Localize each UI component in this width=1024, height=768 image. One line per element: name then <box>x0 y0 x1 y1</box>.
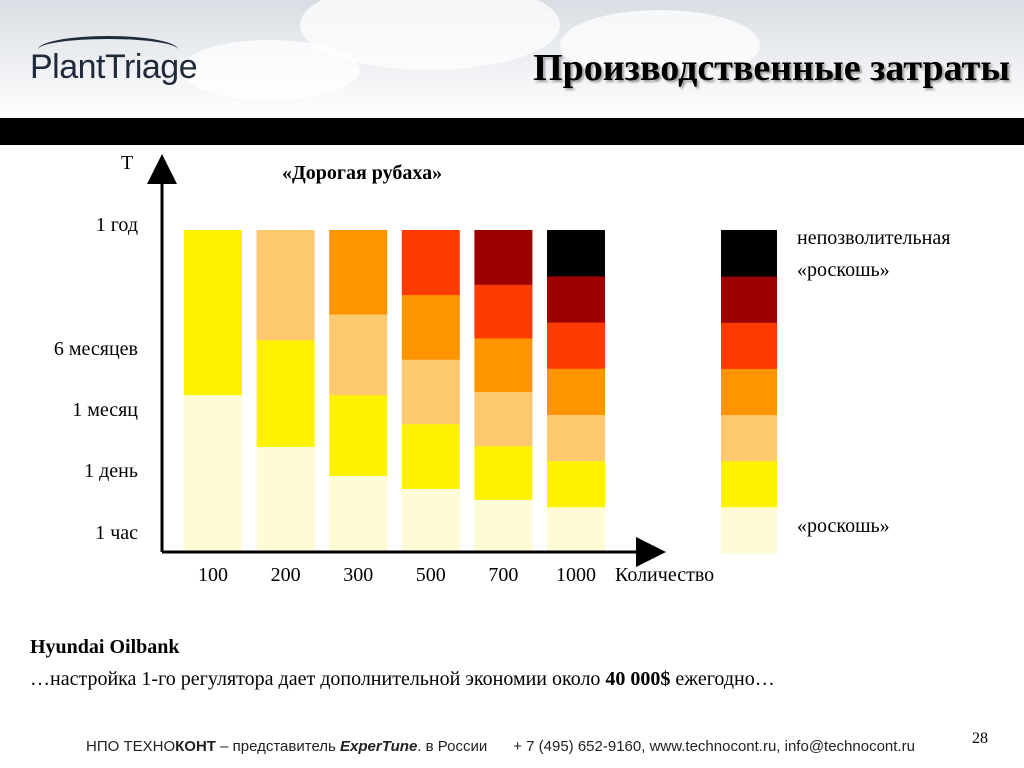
legend-swatch <box>721 368 777 416</box>
x-axis-label: Количество <box>615 564 715 586</box>
bar-segment <box>474 445 533 500</box>
x-tick-label: 100 <box>198 564 228 586</box>
x-tick-label: 1000 <box>556 564 596 586</box>
page-title: Производственные затраты <box>533 47 1010 89</box>
bar-segment <box>547 322 605 369</box>
footer: НПО ТЕХНОКОНТ – представитель ExperTune.… <box>86 738 915 755</box>
bar-segment <box>547 275 605 323</box>
bar-segment <box>474 284 533 339</box>
body-text: …настройка 1-го регулятора дает дополнит… <box>30 668 775 691</box>
bar-segment <box>401 359 460 425</box>
legend-swatch <box>721 322 777 369</box>
y-tick-label: 6 месяцев <box>53 338 138 360</box>
savings-amount: 40 000$ <box>605 668 671 690</box>
legend-swatch <box>721 460 777 508</box>
bar-segment <box>184 230 242 396</box>
bar-segment <box>329 230 388 315</box>
legend-top-label-line2: «роскошь» <box>797 259 890 281</box>
bar-segment <box>329 475 388 554</box>
legend-swatch <box>721 230 777 277</box>
footer-contacts: + 7 (495) 652-9160, www.technocont.ru, i… <box>513 738 915 755</box>
bar-segment <box>256 230 315 341</box>
page-number: 28 <box>972 730 988 747</box>
bar-segment <box>547 368 605 415</box>
legend-swatch <box>721 276 777 323</box>
legend-swatch <box>721 414 777 462</box>
legend-color-scale <box>721 230 777 554</box>
y-tick-label: 1 год <box>95 214 138 236</box>
bar-segment <box>474 337 533 392</box>
bar-segment <box>401 423 460 489</box>
footer-org-prefix: НПО ТЕХНО <box>86 738 176 755</box>
bar-segment <box>256 339 315 447</box>
header-divider-band <box>0 118 1024 145</box>
bars-layer <box>184 230 605 554</box>
header-banner: PlantTriage Производственные затраты <box>0 0 1024 118</box>
x-tick-label: 300 <box>343 564 374 586</box>
body-text-prefix: …настройка 1-го регулятора дает дополнит… <box>30 668 606 690</box>
x-tick-label: 700 <box>488 564 519 586</box>
bar-segment <box>329 313 388 396</box>
bar-segment <box>256 446 315 554</box>
expertune-logo: ExperTune <box>340 738 418 755</box>
bar-segment <box>547 414 605 462</box>
logo-swoosh-icon <box>38 36 178 63</box>
legend-top-label-line1: непозволительная <box>797 227 951 249</box>
company-name: Hyundai Oilbank <box>30 636 180 658</box>
bar-segment <box>547 460 605 508</box>
legend-bottom-label: «роскошь» <box>797 515 890 537</box>
y-axis-label: T <box>121 152 134 174</box>
legend-swatch <box>721 506 777 554</box>
footer-country: . в России <box>417 738 488 755</box>
footer-rep: – представитель <box>215 738 341 755</box>
bar-segment <box>474 230 533 285</box>
y-tick-label: 1 день <box>84 460 138 482</box>
bar-segment <box>184 394 242 554</box>
bar-segment <box>474 499 533 554</box>
bar-segment <box>329 394 388 476</box>
chart-title: «Дорогая рубаха» <box>282 162 443 184</box>
x-tick-label: 200 <box>270 564 301 586</box>
x-tick-label: 500 <box>415 564 446 586</box>
bar-segment <box>401 294 460 360</box>
planttriage-logo: PlantTriage <box>30 48 198 86</box>
y-tick-label: 1 месяц <box>72 399 138 421</box>
bar-segment <box>547 506 605 554</box>
bar-segment <box>474 391 533 447</box>
bar-segment <box>401 488 460 554</box>
bar-segment <box>547 230 605 277</box>
y-tick-label: 1 час <box>95 522 138 544</box>
bar-segment <box>401 230 460 296</box>
footer-org-bold: КОНТ <box>175 738 216 755</box>
body-text-suffix: ежегодно… <box>670 668 775 690</box>
